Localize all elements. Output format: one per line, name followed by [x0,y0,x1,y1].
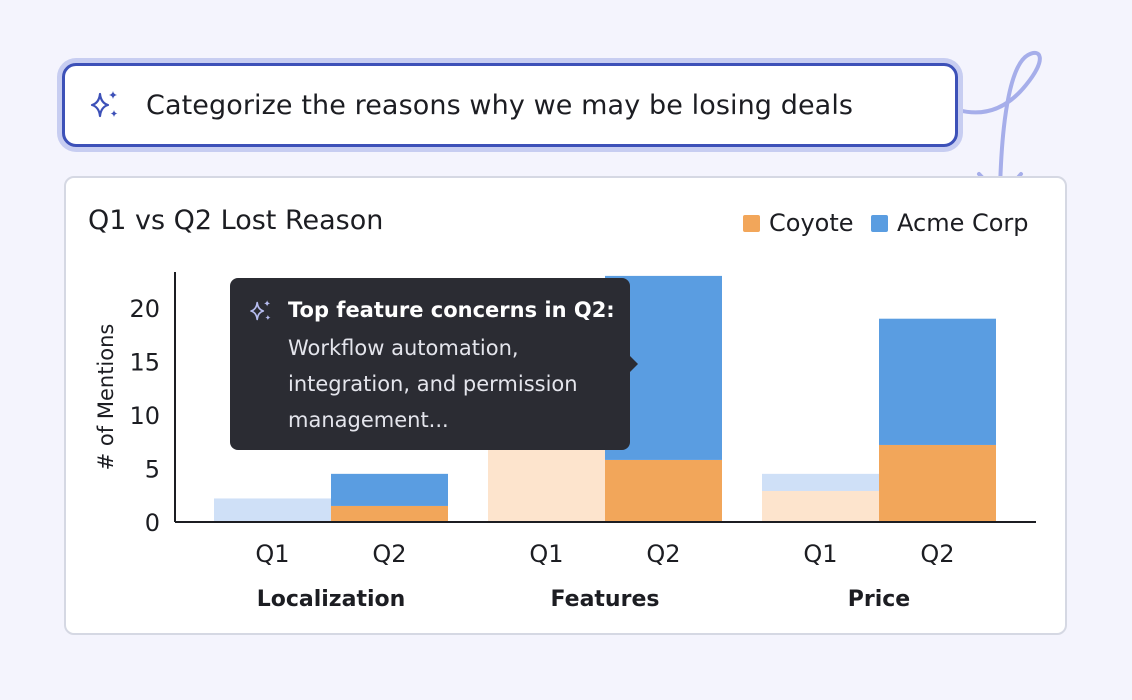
chart-title: Q1 vs Q2 Lost Reason [88,205,384,236]
x-tick-label: Q2 [646,540,680,568]
y-tick-label: 20 [129,295,160,323]
tooltip-heading: Top feature concerns in Q2: [288,298,615,322]
bar-price-q2-acme-corp [879,318,996,445]
legend-item-coyote: Coyote [743,209,854,237]
ai-prompt-box[interactable]: Categorize the reasons why we may be los… [62,63,958,147]
sparkle-icon [90,91,118,118]
bar-price-q1-coyote [762,490,879,522]
x-group-label: Price [848,587,910,612]
y-axis-label: # of Mentions [94,324,118,471]
bar-price-q2-coyote [879,444,996,522]
legend-label-coyote: Coyote [769,209,854,237]
bar-localization-q2-acme-corp [331,473,448,506]
bar-features-q1-coyote [488,447,605,522]
x-group-label: Features [551,587,660,612]
x-tick-label: Q1 [803,540,837,568]
tooltip-body: Workflow automation, integration, and pe… [288,336,578,432]
y-tick-label: 0 [145,509,160,537]
x-group-label: Localization [257,587,406,612]
prompt-text: Categorize the reasons why we may be los… [146,89,854,121]
y-tick-label: 5 [145,456,160,484]
sparkle-icon [250,300,271,321]
legend-label-acme-corp: Acme Corp [897,209,1029,237]
bar-price-q1-acme-corp [762,473,879,491]
y-tick-label: 10 [129,402,160,430]
x-tick-label: Q1 [529,540,563,568]
legend-swatch-acme-corp [871,214,888,232]
bar-localization-q2-coyote [331,505,448,522]
x-tick-label: Q1 [255,540,289,568]
bar-features-q2-coyote [605,459,722,522]
y-tick-label: 15 [129,349,160,377]
tooltip-arrow [630,356,638,372]
bar-localization-q1-acme-corp [214,498,331,522]
legend-item-acme-corp: Acme Corp [871,209,1029,237]
legend-swatch-coyote [743,214,760,232]
x-tick-label: Q2 [372,540,406,568]
insight-tooltip: Top feature concerns in Q2: Workflow aut… [230,278,638,450]
x-tick-label: Q2 [920,540,954,568]
